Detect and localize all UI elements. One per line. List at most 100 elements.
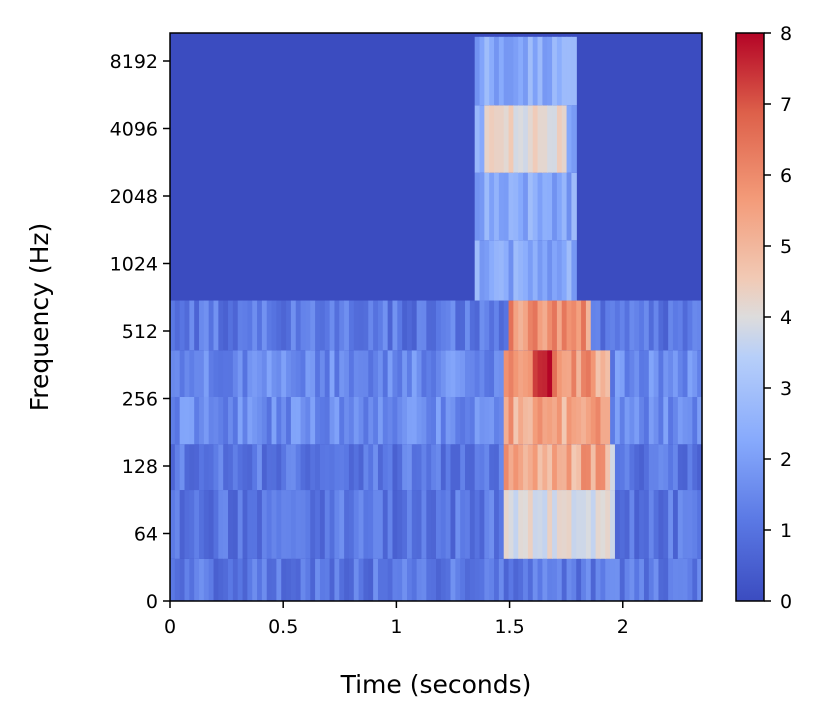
heatmap-cell — [237, 558, 244, 601]
heatmap-cell — [436, 558, 442, 601]
heatmap-cell — [199, 444, 205, 491]
heatmap-cell — [445, 350, 452, 397]
heatmap-cell — [494, 490, 500, 559]
heatmap-cell — [518, 240, 524, 301]
heatmap-cell — [648, 558, 655, 601]
heatmap-cell — [440, 558, 447, 601]
heatmap-cell — [271, 490, 277, 559]
heatmap-cell — [653, 396, 660, 445]
heatmap-cell — [348, 396, 355, 445]
heatmap-cell — [508, 300, 514, 351]
heatmap-cell — [518, 490, 524, 559]
heatmap-cell — [174, 350, 181, 397]
heatmap-cell — [542, 558, 548, 601]
heatmap-cell — [518, 105, 524, 173]
heatmap-cell — [518, 300, 524, 351]
heatmap-cell — [523, 444, 529, 491]
y-tick-label: 128 — [122, 456, 158, 478]
heatmap-cell — [184, 490, 190, 559]
heatmap-cell — [440, 444, 447, 491]
heatmap-cell — [344, 396, 350, 445]
heatmap-cell — [271, 396, 277, 445]
heatmap-cell — [406, 350, 413, 397]
heatmap-cell — [677, 396, 684, 445]
heatmap-cell — [174, 490, 181, 559]
heatmap-cell — [416, 444, 423, 491]
heatmap-cell — [271, 350, 277, 397]
heatmap-cell — [232, 444, 239, 491]
heatmap-cell — [189, 300, 195, 351]
colorbar-tick-label: 3 — [780, 378, 792, 400]
heatmap-cell — [619, 444, 626, 491]
heatmap-cell — [561, 558, 568, 601]
heatmap-cell — [537, 396, 543, 445]
heatmap-cell — [411, 490, 418, 559]
heatmap-cell — [426, 444, 432, 491]
heatmap-cell — [532, 300, 539, 351]
heatmap-cell — [252, 300, 258, 351]
heatmap-cell — [542, 105, 548, 173]
heatmap-cell — [397, 444, 403, 491]
heatmap-cell — [324, 444, 331, 491]
heatmap-cell — [266, 350, 273, 397]
heatmap-cell — [561, 36, 568, 106]
heatmap-cell — [648, 490, 655, 559]
heatmap-cell — [653, 300, 660, 351]
heatmap-cell — [561, 240, 568, 301]
heatmap-cell — [184, 300, 190, 351]
heatmap-cell — [189, 558, 195, 601]
heatmap-cell — [566, 300, 573, 351]
heatmap-cell — [508, 444, 514, 491]
heatmap-cell — [474, 172, 481, 241]
heatmap-cell — [614, 444, 621, 491]
heatmap-cell — [697, 350, 703, 397]
heatmap-cell — [194, 444, 200, 491]
heatmap-cell — [629, 350, 635, 397]
y-tick-label: 512 — [122, 321, 158, 343]
heatmap-cell — [489, 490, 495, 559]
heatmap-cell — [489, 36, 495, 106]
heatmap-cell — [523, 350, 529, 397]
heatmap-cell — [474, 105, 481, 173]
heatmap-cell — [194, 490, 200, 559]
heatmap-cell — [498, 490, 505, 559]
plot-area: 0 0.5 1 1.5 2 0 64 128 256 512 1024 2048 4096 8192 — [110, 32, 703, 638]
heatmap-cell — [581, 396, 587, 445]
heatmap-cell — [411, 558, 418, 601]
heatmap-cell — [527, 396, 534, 445]
heatmap-cell — [585, 396, 592, 445]
heatmap-cell — [581, 558, 587, 601]
heatmap-cell — [595, 350, 602, 397]
heatmap-cell — [465, 444, 471, 491]
heatmap-cell — [228, 350, 234, 397]
heatmap-cell — [523, 300, 529, 351]
heatmap-cell — [237, 350, 244, 397]
heatmap-cell — [445, 558, 452, 601]
heatmap-cell — [440, 396, 447, 445]
x-tick-label: 0.5 — [268, 616, 298, 638]
heatmap-cell — [455, 350, 461, 397]
heatmap-cell — [392, 300, 398, 351]
heatmap-cell — [523, 240, 529, 301]
heatmap-cell — [339, 300, 345, 351]
heatmap-cell — [387, 490, 394, 559]
heatmap-cell — [319, 350, 326, 397]
plot-frame — [169, 32, 703, 602]
colorbar-tick-label: 6 — [780, 165, 792, 187]
heatmap-cell — [498, 36, 505, 106]
heatmap-cell — [232, 300, 239, 351]
colorbar-tick-label: 1 — [780, 520, 792, 542]
heatmap-cell — [281, 300, 287, 351]
heatmap-cell — [387, 300, 394, 351]
heatmap-cell — [542, 490, 548, 559]
heatmap-cell — [315, 558, 321, 601]
heatmap-cell — [310, 396, 316, 445]
heatmap-cell — [484, 300, 490, 351]
heatmap-cell — [257, 300, 263, 351]
heatmap-cell — [503, 36, 510, 106]
heatmap-cell — [513, 240, 519, 301]
x-tick-label: 0 — [164, 616, 176, 638]
heatmap-cell — [552, 444, 558, 491]
heatmap-cell — [692, 444, 698, 491]
heatmap-cell — [552, 300, 558, 351]
